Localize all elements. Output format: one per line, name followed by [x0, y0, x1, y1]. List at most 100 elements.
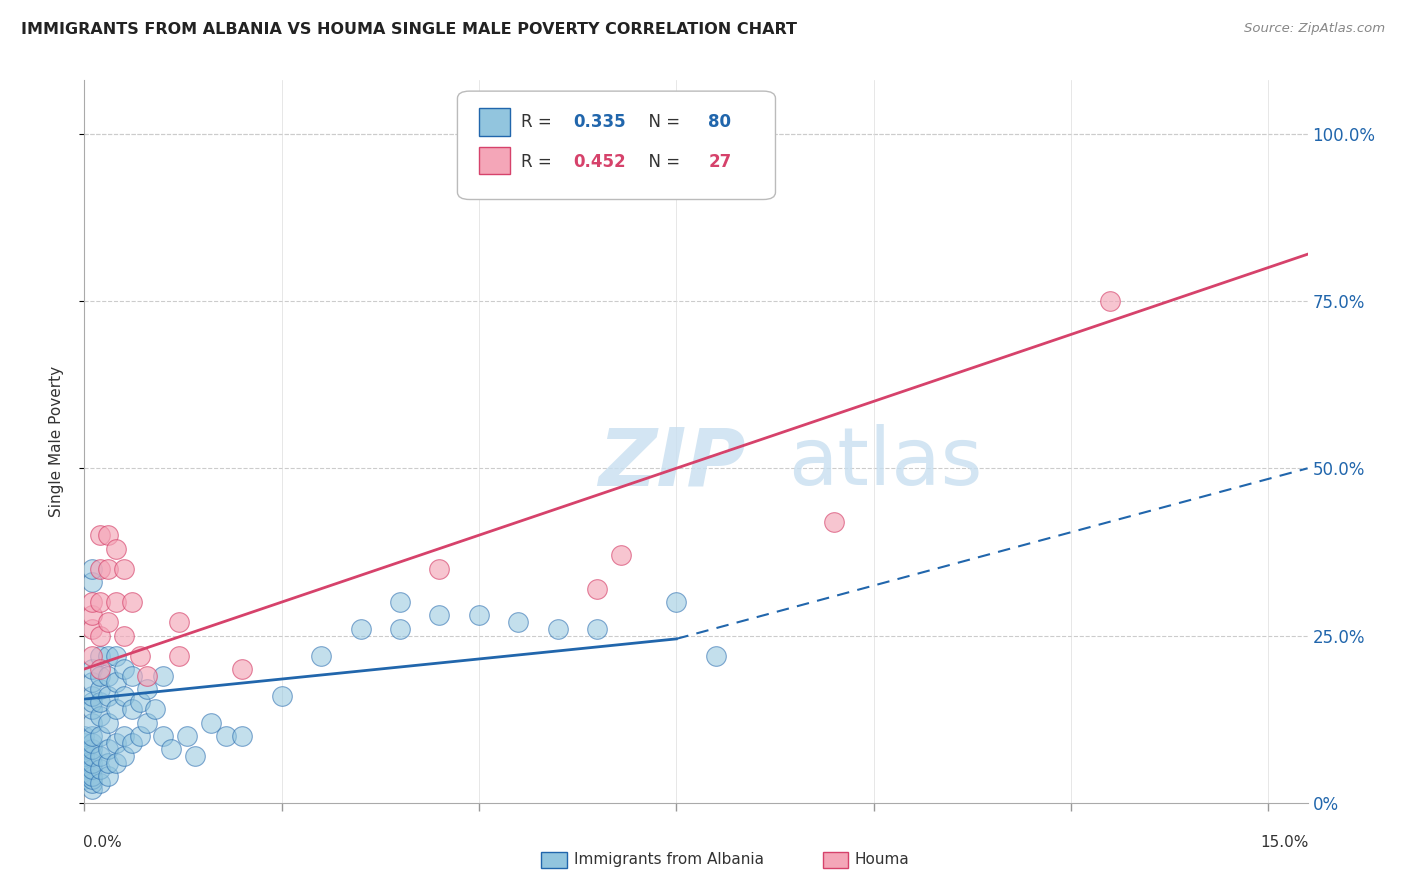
Text: 0.335: 0.335 [574, 113, 626, 131]
Point [429, 608, 451, 623]
Text: 0.0%: 0.0% [83, 835, 122, 850]
Point [82, 735, 104, 749]
Text: ZIP: ZIP [598, 425, 745, 502]
Point [97, 528, 120, 542]
Point [82, 689, 104, 703]
Point [610, 548, 633, 563]
Point [82, 729, 104, 743]
Text: 27: 27 [709, 153, 731, 171]
Point [389, 595, 412, 609]
Point [270, 689, 292, 703]
Text: N =: N = [638, 113, 686, 131]
Point [508, 615, 530, 630]
Point [82, 776, 104, 790]
Point [89, 696, 111, 710]
Text: IMMIGRANTS FROM ALBANIA VS HOUMA SINGLE MALE POVERTY CORRELATION CHART: IMMIGRANTS FROM ALBANIA VS HOUMA SINGLE … [21, 22, 797, 37]
Point [136, 681, 159, 696]
Point [309, 648, 332, 663]
Point [97, 562, 120, 576]
Text: Source: ZipAtlas.com: Source: ZipAtlas.com [1244, 22, 1385, 36]
Point [104, 702, 127, 716]
Point [128, 696, 150, 710]
Point [73, 749, 96, 764]
Point [89, 708, 111, 723]
Point [89, 662, 111, 676]
Text: 80: 80 [709, 113, 731, 131]
Point [82, 702, 104, 716]
Point [104, 675, 127, 690]
Point [82, 772, 104, 787]
Point [349, 622, 371, 636]
Point [82, 575, 104, 590]
Point [112, 729, 135, 743]
Text: R =: R = [522, 113, 557, 131]
Point [73, 762, 96, 776]
Point [112, 562, 135, 576]
Point [128, 648, 150, 663]
Text: R =: R = [522, 153, 557, 171]
Point [89, 669, 111, 683]
Point [97, 689, 120, 703]
Point [429, 562, 451, 576]
Point [176, 729, 198, 743]
Point [82, 622, 104, 636]
Point [82, 782, 104, 797]
Point [104, 756, 127, 770]
Point [184, 749, 207, 764]
Text: Immigrants from Albania: Immigrants from Albania [574, 853, 763, 867]
Point [82, 749, 104, 764]
Point [128, 729, 150, 743]
Point [97, 615, 120, 630]
Point [167, 648, 190, 663]
Point [89, 648, 111, 663]
Point [82, 648, 104, 663]
Point [89, 681, 111, 696]
Point [89, 729, 111, 743]
Point [112, 662, 135, 676]
Point [89, 749, 111, 764]
Text: 15.0%: 15.0% [1260, 835, 1309, 850]
Point [1099, 294, 1122, 309]
Point [89, 562, 111, 576]
Point [73, 729, 96, 743]
Y-axis label: Single Male Poverty: Single Male Poverty [49, 366, 63, 517]
Point [82, 696, 104, 710]
Point [89, 762, 111, 776]
Point [82, 662, 104, 676]
Point [468, 608, 491, 623]
Point [104, 541, 127, 556]
Bar [479, 109, 510, 136]
Point [121, 735, 143, 749]
Point [136, 669, 159, 683]
Text: atlas: atlas [787, 425, 981, 502]
Point [704, 648, 727, 663]
Point [160, 742, 183, 756]
Point [665, 595, 688, 609]
Point [73, 772, 96, 787]
Point [136, 715, 159, 730]
Bar [479, 147, 510, 174]
Point [73, 756, 96, 770]
Point [82, 675, 104, 690]
Point [82, 715, 104, 730]
Point [82, 742, 104, 756]
Point [97, 769, 120, 783]
Point [89, 528, 111, 542]
Point [152, 669, 174, 683]
Point [112, 628, 135, 642]
Point [200, 715, 222, 730]
Point [97, 669, 120, 683]
FancyBboxPatch shape [457, 91, 776, 200]
Point [97, 715, 120, 730]
Point [112, 689, 135, 703]
Point [121, 702, 143, 716]
Point [82, 769, 104, 783]
Text: Houma: Houma [855, 853, 910, 867]
Point [231, 662, 253, 676]
Point [97, 742, 120, 756]
Point [104, 648, 127, 663]
Point [89, 628, 111, 642]
Point [73, 735, 96, 749]
Point [231, 729, 253, 743]
Point [104, 595, 127, 609]
